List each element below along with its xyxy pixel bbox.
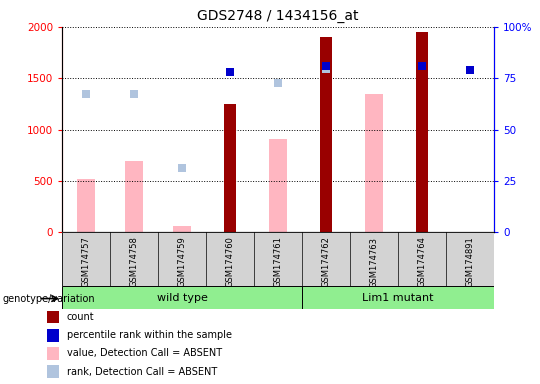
Bar	[365, 94, 383, 232]
Point	[178, 164, 186, 170]
Text: GSM174759: GSM174759	[178, 237, 187, 287]
Point	[322, 66, 330, 72]
Bar	[77, 179, 96, 232]
Bar	[269, 139, 287, 232]
Bar	[47, 329, 59, 342]
Text: Lim1 mutant: Lim1 mutant	[362, 293, 434, 303]
Text: wild type: wild type	[157, 293, 207, 303]
Point	[274, 80, 282, 86]
Bar	[224, 104, 236, 232]
Text: GSM174763: GSM174763	[369, 237, 379, 288]
Text: GSM174760: GSM174760	[226, 237, 234, 288]
Bar	[302, 286, 494, 309]
Text: GSM174758: GSM174758	[130, 237, 139, 288]
Text: value, Detection Call = ABSENT: value, Detection Call = ABSENT	[67, 348, 222, 358]
Point	[226, 69, 234, 75]
Point	[418, 63, 427, 69]
Text: GSM174891: GSM174891	[465, 237, 475, 287]
Text: genotype/variation: genotype/variation	[3, 294, 96, 304]
Bar	[416, 32, 428, 232]
Text: GSM174761: GSM174761	[274, 237, 282, 288]
Text: GSM174764: GSM174764	[417, 237, 427, 288]
Text: rank, Detection Call = ABSENT: rank, Detection Call = ABSENT	[67, 367, 217, 377]
Point	[130, 91, 138, 97]
Text: percentile rank within the sample: percentile rank within the sample	[67, 330, 232, 340]
Bar	[125, 161, 143, 232]
Text: count: count	[67, 312, 94, 322]
Bar	[47, 365, 59, 378]
Bar	[320, 37, 332, 232]
Bar	[47, 310, 59, 323]
Bar	[173, 226, 191, 232]
Text: GSM174757: GSM174757	[82, 237, 91, 288]
Point	[322, 63, 330, 69]
Bar	[62, 286, 302, 309]
Title: GDS2748 / 1434156_at: GDS2748 / 1434156_at	[197, 9, 359, 23]
Bar	[47, 347, 59, 360]
Point	[466, 67, 475, 73]
Point	[82, 91, 90, 97]
Text: GSM174762: GSM174762	[322, 237, 330, 288]
